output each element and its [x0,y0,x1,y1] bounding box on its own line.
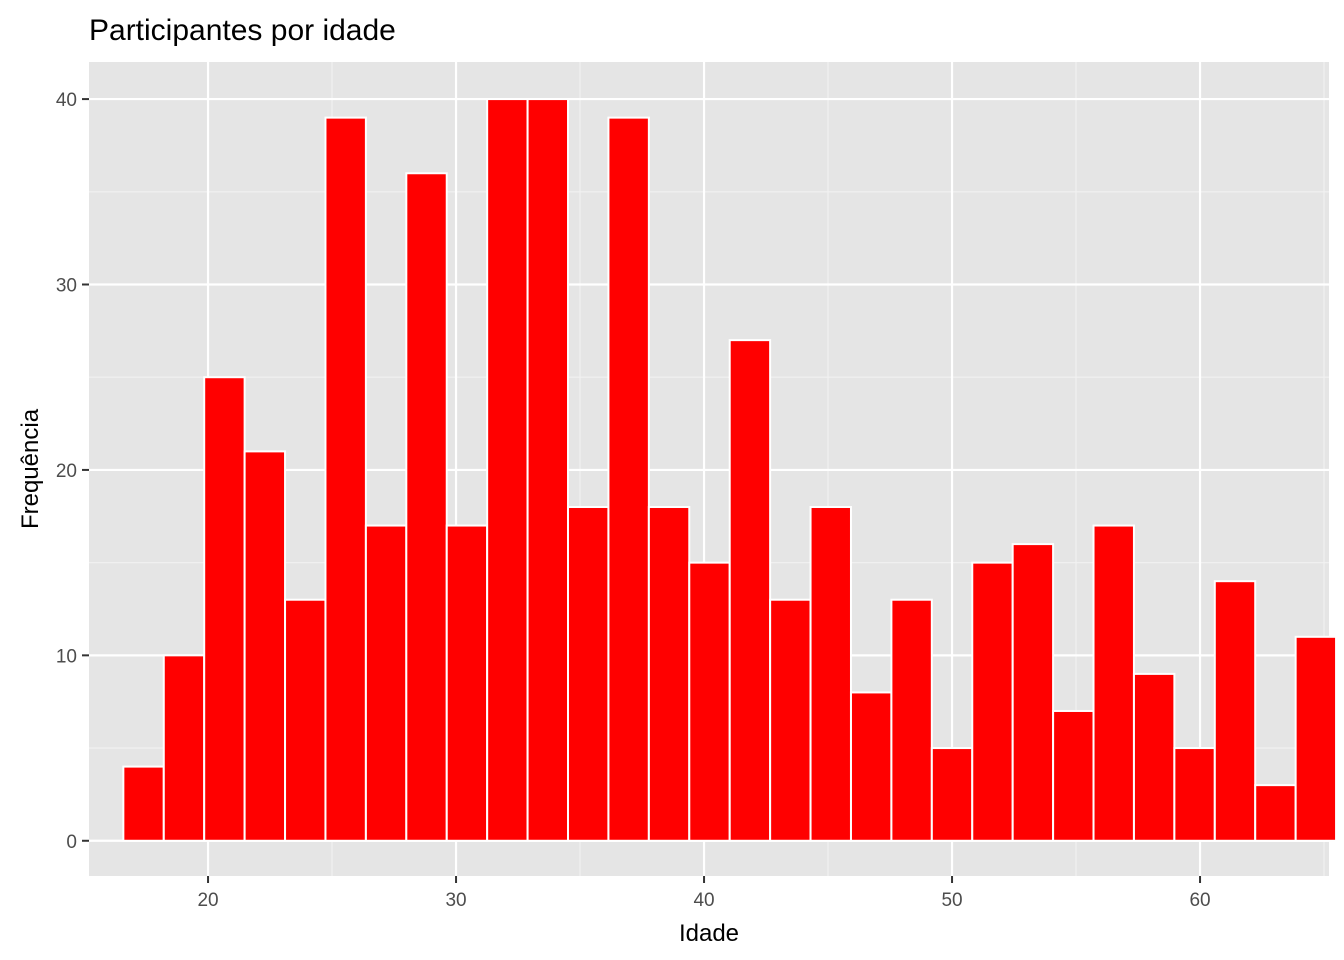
histogram-bar [122,765,165,842]
x-axis-title: Idade [679,920,739,947]
y-tick-label: 40 [56,90,77,111]
histogram-bar [1132,672,1176,842]
histogram-bar [1092,524,1135,842]
histogram-bar [769,598,812,842]
histogram-bar [809,506,852,842]
histogram-bar [1011,543,1055,842]
histogram-bar [728,339,772,842]
histogram-bar [647,506,691,842]
histogram-bar [688,561,731,842]
histogram-bar [445,524,489,842]
x-tick-label: 30 [445,890,466,911]
y-tick-label: 30 [56,276,77,297]
histogram-bar [203,376,246,842]
x-tick-label: 40 [693,890,714,911]
histogram-bar [567,506,610,842]
histogram-bar [971,561,1014,842]
histogram-bar [1213,580,1257,842]
y-tick-label: 0 [66,832,77,853]
histogram-bar [607,116,650,842]
histogram-bars [122,98,1338,842]
chart-title: Participantes por idade [89,14,396,47]
x-tick-label: 20 [197,890,218,911]
histogram-bar [1052,709,1095,842]
y-axis-title: Frequência [17,408,44,529]
histogram-bar [930,747,974,842]
histogram-bar [324,116,367,842]
y-tick-label: 20 [56,461,77,482]
histogram-bar [162,654,206,842]
histogram-bar [1173,747,1216,842]
y-tick-label: 10 [56,646,77,667]
histogram-bar [526,98,570,842]
histogram-bar [1254,784,1297,842]
histogram-bar [486,98,529,842]
x-tick-label: 50 [941,890,962,911]
histogram-bar [890,598,933,842]
histogram-bar [1294,635,1338,842]
histogram-bar [849,691,893,842]
histogram-bar [243,450,287,842]
histogram-bar [284,598,327,842]
histogram-bar [364,524,408,842]
x-tick-label: 60 [1189,890,1210,911]
axes: 20 30 40 50 60 0 10 20 30 40 [56,90,1211,911]
histogram-bar [405,172,448,842]
